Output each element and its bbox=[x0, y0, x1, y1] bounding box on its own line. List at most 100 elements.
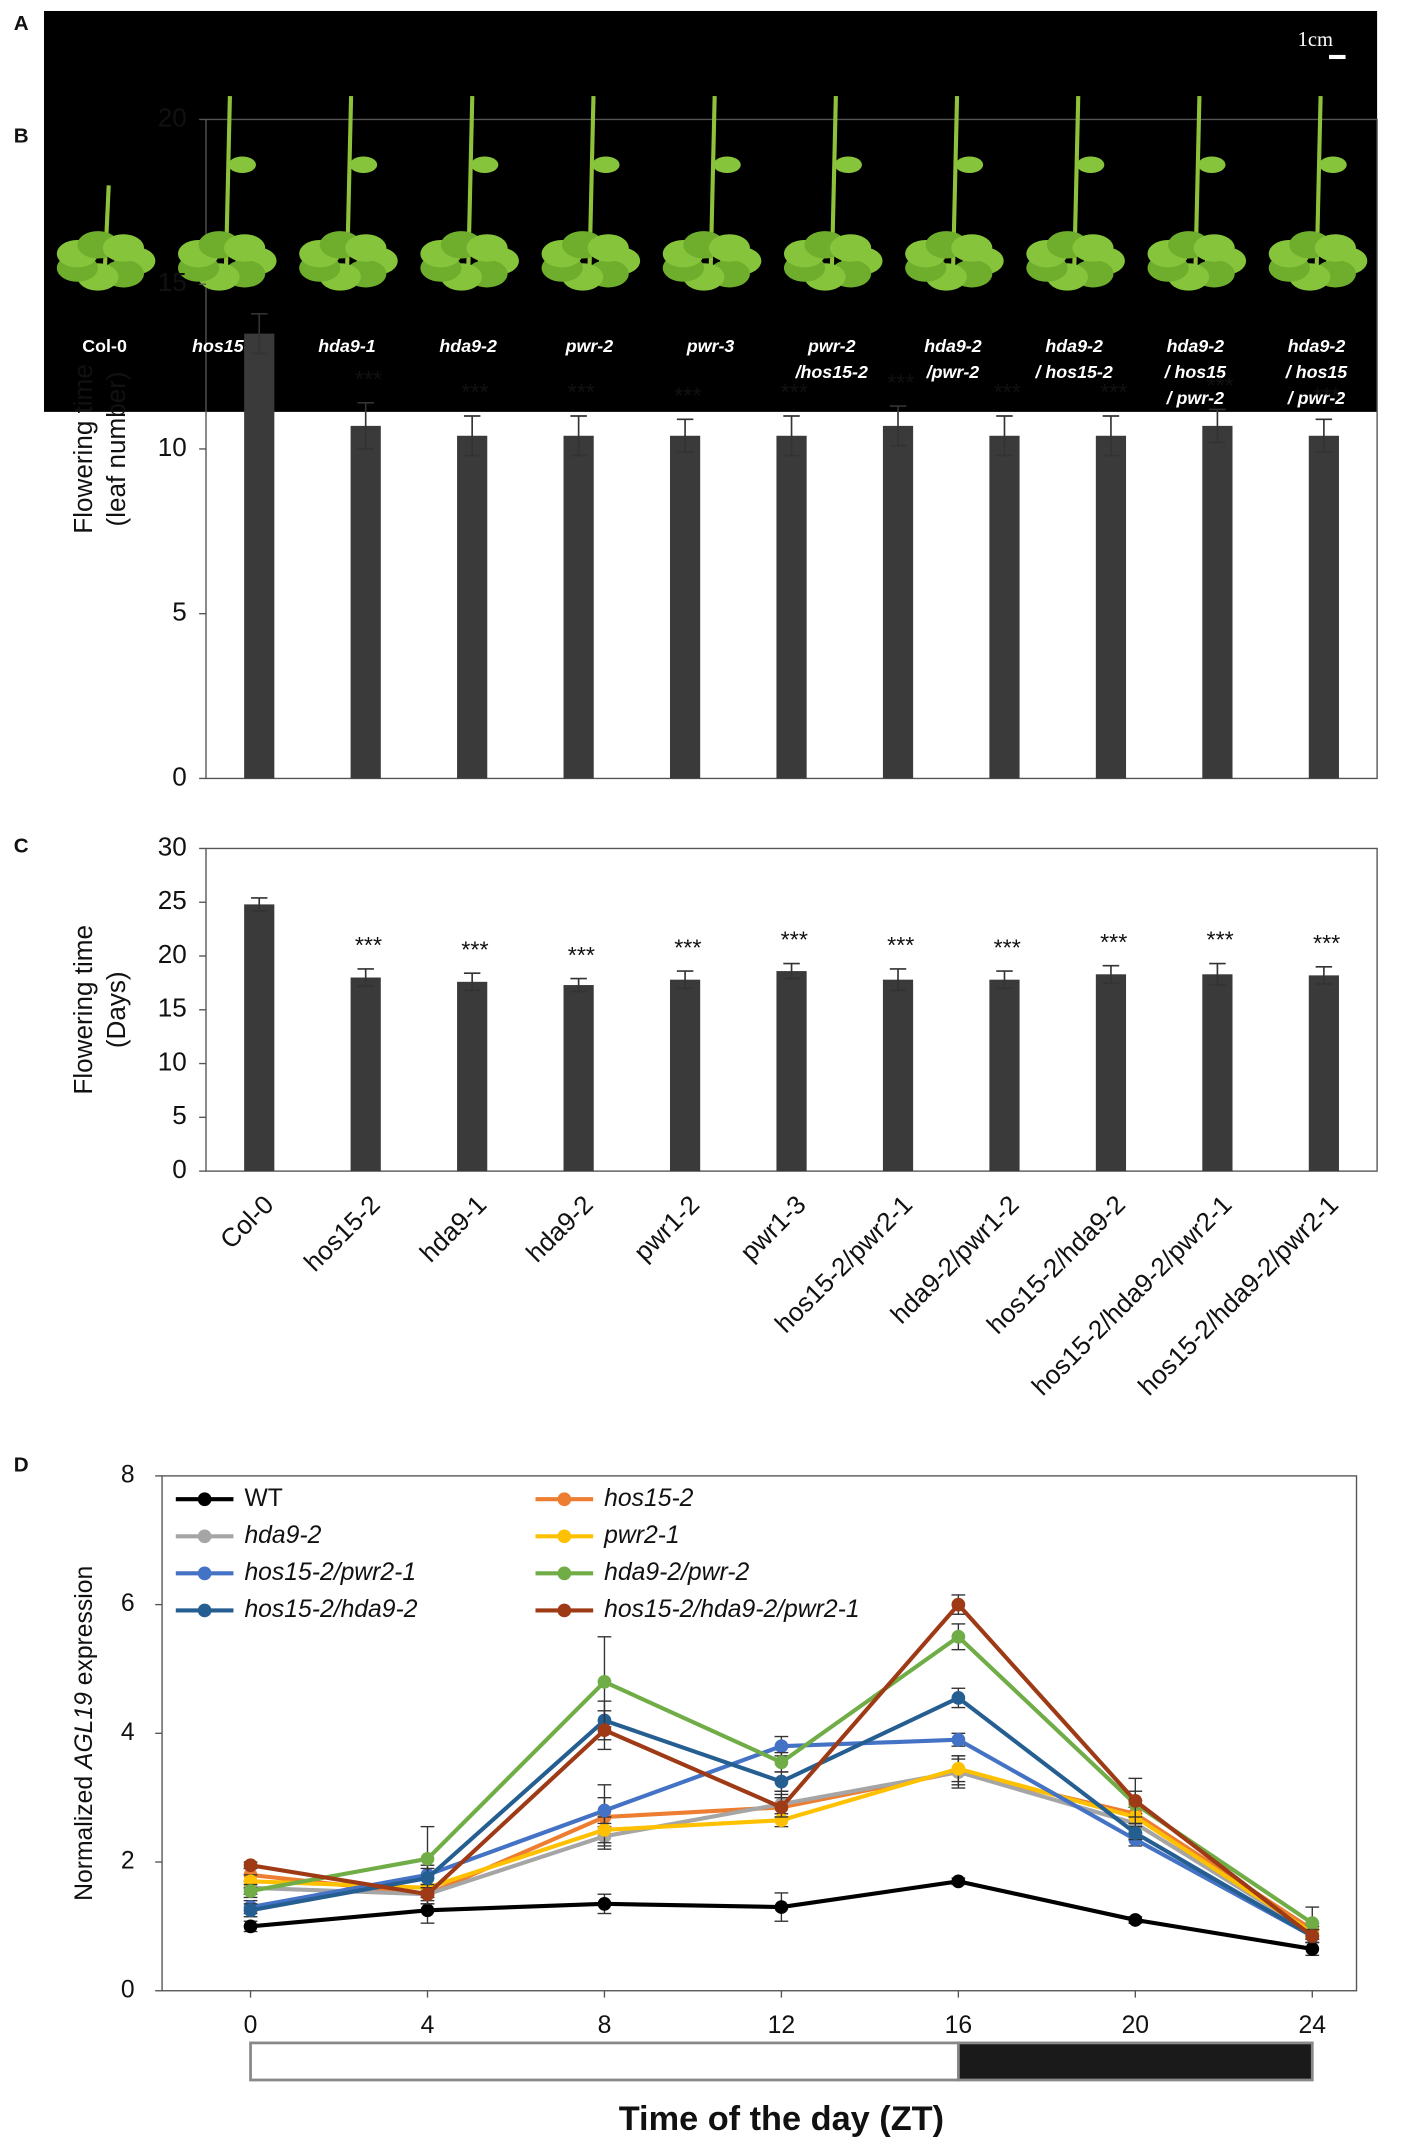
photo-label: /pwr-2 bbox=[926, 362, 980, 382]
plant-leaf bbox=[349, 156, 378, 173]
plant-leaf bbox=[1319, 156, 1347, 173]
legend-marker bbox=[557, 1529, 572, 1544]
series-point bbox=[1128, 1913, 1143, 1927]
series-point bbox=[597, 1822, 612, 1837]
photo-label: pwr-3 bbox=[686, 336, 735, 356]
series-point bbox=[243, 1884, 258, 1898]
photo-label: hda9-2 bbox=[1167, 336, 1225, 356]
plant-leaf bbox=[587, 234, 629, 262]
significance-label: *** bbox=[568, 942, 595, 968]
bar bbox=[989, 435, 1020, 779]
photo-label: Col-0 bbox=[82, 336, 127, 356]
legend-label: pwr2-1 bbox=[603, 1522, 680, 1549]
x-tick-label: hos15-2/hda9-2/pwr2-1 bbox=[1026, 1189, 1238, 1401]
bar bbox=[350, 425, 381, 779]
error-bar bbox=[570, 977, 587, 993]
error-bar bbox=[1209, 408, 1226, 444]
error-bar bbox=[250, 313, 268, 355]
x-tick-label: pwr1-3 bbox=[734, 1189, 812, 1267]
plant-leaf bbox=[1193, 234, 1235, 262]
x-tick-label: hos15-2 bbox=[298, 1189, 386, 1277]
y-tick-label: 0 bbox=[172, 761, 187, 791]
photo-label: hda9-2 bbox=[1045, 336, 1103, 356]
series-point bbox=[774, 1774, 789, 1789]
panel-label: B bbox=[14, 125, 29, 148]
panel-label: C bbox=[14, 835, 29, 858]
significance-label: *** bbox=[781, 379, 808, 405]
plant-leaf bbox=[834, 156, 862, 173]
plant-leaf bbox=[1314, 234, 1356, 262]
y-tick-label: 10 bbox=[158, 432, 187, 462]
legend-marker bbox=[197, 1492, 212, 1507]
y-tick-label: 5 bbox=[172, 1100, 187, 1130]
y-axis-label: (leaf number) bbox=[101, 371, 131, 526]
error-bar bbox=[676, 970, 694, 990]
significance-label: *** bbox=[461, 379, 488, 405]
series-point bbox=[597, 1803, 612, 1818]
x-tick-label: 4 bbox=[421, 2012, 435, 2039]
x-axis-label: Time of the day (ZT) bbox=[619, 2100, 944, 2138]
plant-leaf bbox=[955, 156, 984, 173]
series-point bbox=[951, 1732, 966, 1747]
legend-marker bbox=[557, 1492, 572, 1507]
legend-label: hda9-2/pwr-2 bbox=[604, 1559, 749, 1586]
series-point bbox=[1305, 1942, 1320, 1956]
y-tick-label: 0 bbox=[121, 1976, 135, 2003]
series-point bbox=[951, 1874, 966, 1889]
bar bbox=[776, 435, 807, 779]
plant-leaf bbox=[829, 234, 872, 262]
legend-marker bbox=[197, 1566, 212, 1581]
plant-leaf bbox=[1198, 156, 1226, 173]
significance-label: *** bbox=[887, 369, 914, 395]
significance-label: *** bbox=[1207, 373, 1234, 399]
y-tick-label: 25 bbox=[158, 885, 187, 915]
x-tick-label: pwr1-2 bbox=[628, 1189, 706, 1267]
series-point bbox=[243, 1858, 258, 1873]
legend-label: hos15-2/hda9-2 bbox=[244, 1596, 417, 1623]
series-point bbox=[420, 1871, 435, 1885]
panel-label: D bbox=[14, 1454, 29, 1477]
bar bbox=[1202, 425, 1233, 779]
error-bar bbox=[996, 970, 1013, 990]
plant-leaf bbox=[224, 234, 266, 262]
error-bar bbox=[676, 418, 694, 454]
bar bbox=[350, 977, 381, 1172]
error-bar bbox=[783, 962, 800, 980]
error-bar bbox=[889, 405, 907, 447]
bar bbox=[1095, 435, 1127, 779]
bar bbox=[1095, 974, 1127, 1172]
bar bbox=[776, 971, 807, 1172]
error-bar bbox=[357, 401, 374, 450]
significance-label: *** bbox=[355, 366, 382, 392]
plant-stem bbox=[102, 185, 111, 275]
legend-marker bbox=[557, 1603, 572, 1618]
bar bbox=[1308, 975, 1339, 1172]
significance-label: *** bbox=[674, 382, 701, 408]
bar bbox=[669, 979, 701, 1172]
y-tick-label: 15 bbox=[158, 993, 187, 1023]
photo-label: pwr-2 bbox=[565, 336, 614, 356]
photo-label: / hos15 bbox=[1285, 362, 1349, 382]
series-point bbox=[1305, 1916, 1320, 1931]
error-bar bbox=[463, 972, 481, 992]
series-point bbox=[1128, 1826, 1143, 1840]
scale-bar bbox=[1329, 54, 1346, 60]
legend-label: WT bbox=[244, 1485, 282, 1512]
y-tick-label: 0 bbox=[172, 1154, 187, 1184]
photo-label: hda9-2 bbox=[924, 336, 982, 356]
significance-label: *** bbox=[1100, 929, 1127, 955]
significance-label: *** bbox=[1100, 379, 1127, 405]
legend-label: hos15-2 bbox=[604, 1485, 694, 1512]
series-point bbox=[597, 1723, 612, 1737]
significance-label: *** bbox=[1207, 927, 1234, 953]
series-point bbox=[420, 1903, 435, 1918]
series bbox=[243, 1594, 1320, 1944]
plant-leaf bbox=[1076, 156, 1105, 173]
y-tick-label: 15 bbox=[158, 267, 187, 297]
plant-leaf bbox=[466, 234, 508, 262]
photo-label: hda9-1 bbox=[318, 336, 375, 356]
series-point bbox=[951, 1629, 966, 1644]
significance-label: *** bbox=[355, 932, 382, 958]
series-point bbox=[597, 1896, 612, 1911]
